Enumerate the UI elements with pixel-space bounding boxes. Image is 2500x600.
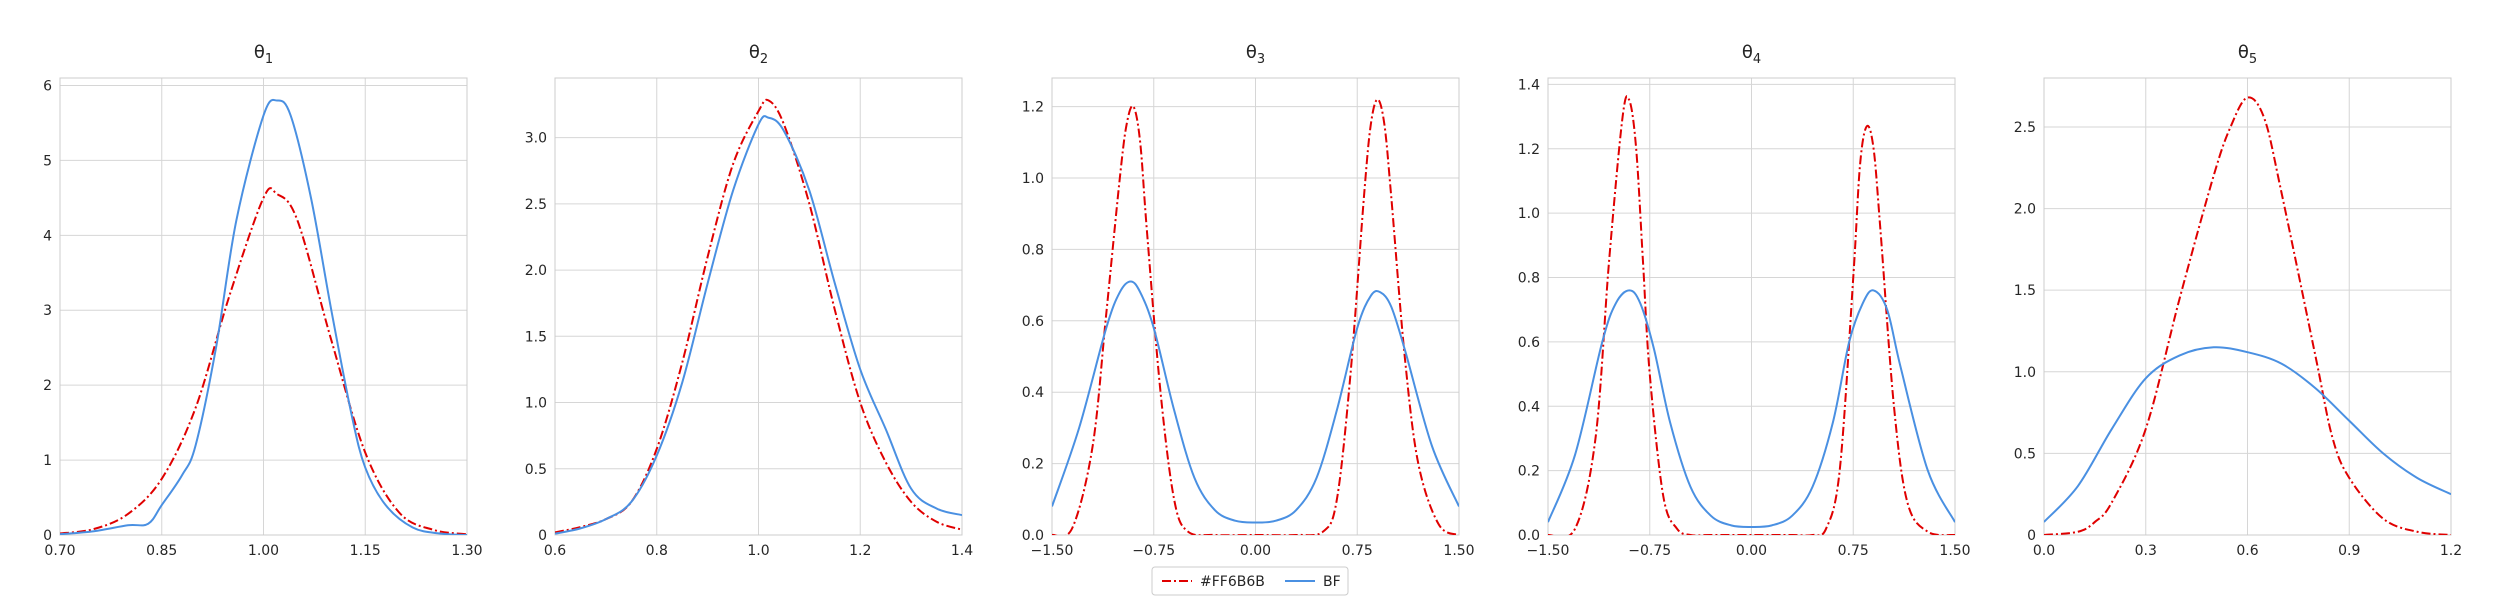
x-tick-label: 0.70 (44, 543, 75, 559)
series-line-bf (1052, 280, 1459, 524)
x-tick-label: 1.50 (1443, 543, 1474, 559)
x-tick-label: 1.15 (350, 543, 381, 559)
plot-frame (554, 77, 963, 536)
panel-4: −1.50 −0.75 0.00 0.75 1.50 0.0 0.2 0.4 0.6 0.8 1.0… (1518, 42, 1971, 559)
y-tick-label: 0.8 (1022, 242, 1044, 258)
series-line-bf (2044, 346, 2451, 523)
x-tick-label: 1.30 (451, 543, 482, 559)
series-line-bf (1548, 289, 1955, 528)
y-tick-label: 1.5 (2014, 283, 2036, 299)
panel-5: 0.0 0.3 0.6 0.9 1.2 0 0.5 1.0 1.5 2.0 2.5 θ5 (2014, 42, 2462, 559)
series-line-bf (555, 115, 962, 535)
panel-title: θ5 (2238, 42, 2257, 67)
legend-label-red: #FF6B6B (1200, 574, 1265, 590)
x-tick-label: 0.00 (1736, 543, 1767, 559)
y-tick-label: 4 (43, 228, 52, 244)
y-tick-label: 1.4 (1518, 77, 1540, 93)
y-tick-label: 0 (43, 528, 52, 544)
y-tick-label: 2.0 (525, 263, 547, 279)
panel-title: θ2 (749, 42, 768, 67)
x-tick-label: 0.6 (2236, 543, 2258, 559)
y-tick-label: 0.8 (1518, 271, 1540, 287)
y-tick-label: 3 (43, 303, 52, 319)
y-tick-label: 1 (43, 453, 52, 469)
x-tick-label: 0.0 (2033, 543, 2055, 559)
y-tick-label: 2.0 (2014, 202, 2036, 218)
x-tick-label: 0.85 (146, 543, 177, 559)
x-tick-label: 0.75 (1838, 543, 1869, 559)
series-line-red (1052, 98, 1459, 535)
y-tick-label: 2.5 (525, 197, 547, 213)
plot-frame (59, 77, 468, 536)
x-tick-label: −0.75 (1132, 543, 1175, 559)
series-line-red (1548, 95, 1955, 535)
y-tick-label: 0.6 (1518, 335, 1540, 351)
x-tick-label: 1.2 (2440, 543, 2462, 559)
panel-3: −1.50 −0.75 0.00 0.75 1.50 0.0 0.2 0.4 0.6 0.8 1.0… (1022, 42, 1475, 559)
y-tick-label: 3.0 (525, 131, 547, 147)
y-tick-label: 1.0 (1518, 206, 1540, 222)
x-tick-label: 1.0 (747, 543, 769, 559)
y-tick-label: 1.0 (1022, 171, 1044, 187)
y-tick-label: 0.5 (2014, 446, 2036, 462)
y-tick-label: 0.5 (525, 462, 547, 478)
x-tick-label: 0.3 (2135, 543, 2157, 559)
y-tick-label: 2.5 (2014, 120, 2036, 136)
x-tick-label: 0.00 (1240, 543, 1271, 559)
x-tick-label: 1.4 (951, 543, 973, 559)
y-tick-label: 0 (538, 528, 547, 544)
x-tick-label: −0.75 (1628, 543, 1671, 559)
x-tick-label: 0.75 (1342, 543, 1373, 559)
y-tick-label: 0.2 (1022, 457, 1044, 473)
y-tick-label: 2 (43, 378, 52, 394)
y-tick-label: 1.0 (2014, 365, 2036, 381)
y-tick-label: 0.0 (1022, 528, 1044, 544)
x-tick-label: 1.2 (849, 543, 871, 559)
x-tick-label: −1.50 (1031, 543, 1074, 559)
x-tick-label: 0.8 (646, 543, 668, 559)
y-tick-label: 1.2 (1022, 100, 1044, 116)
legend-label-bf: BF (1323, 574, 1341, 590)
x-tick-label: −1.50 (1527, 543, 1570, 559)
y-tick-label: 0 (2027, 528, 2036, 544)
x-tick-label: 0.9 (2338, 543, 2360, 559)
y-tick-label: 6 (43, 78, 52, 94)
x-tick-label: 0.6 (544, 543, 566, 559)
y-tick-label: 0.4 (1022, 385, 1044, 401)
plot-frame (2043, 77, 2452, 536)
y-tick-label: 1.2 (1518, 142, 1540, 158)
panel-title: θ4 (1742, 42, 1761, 67)
legend-box (1151, 566, 1349, 596)
y-tick-label: 0.0 (1518, 528, 1540, 544)
legend: #FF6B6B BF (1151, 566, 1349, 596)
x-tick-label: 1.50 (1939, 543, 1970, 559)
panel-1: 0.70 0.85 1.00 1.15 1.30 0 1 2 3 4 5 6 θ1 (43, 42, 483, 559)
y-tick-label: 0.4 (1518, 399, 1540, 415)
series-line-red (60, 187, 467, 535)
panel-2: 0.6 0.8 1.0 1.2 1.4 0 0.5 1.0 1.5 2.0 2.5 3.0 θ2 (525, 42, 973, 559)
y-tick-label: 1.5 (525, 329, 547, 345)
y-tick-label: 0.2 (1518, 464, 1540, 480)
x-tick-label: 1.00 (248, 543, 279, 559)
y-tick-label: 0.6 (1022, 314, 1044, 330)
y-tick-label: 5 (43, 153, 52, 169)
series-line-red (2044, 96, 2451, 535)
y-tick-label: 1.0 (525, 396, 547, 412)
panel-title: θ1 (254, 42, 273, 67)
panel-title: θ3 (1246, 42, 1265, 67)
series-line-bf (60, 98, 467, 535)
